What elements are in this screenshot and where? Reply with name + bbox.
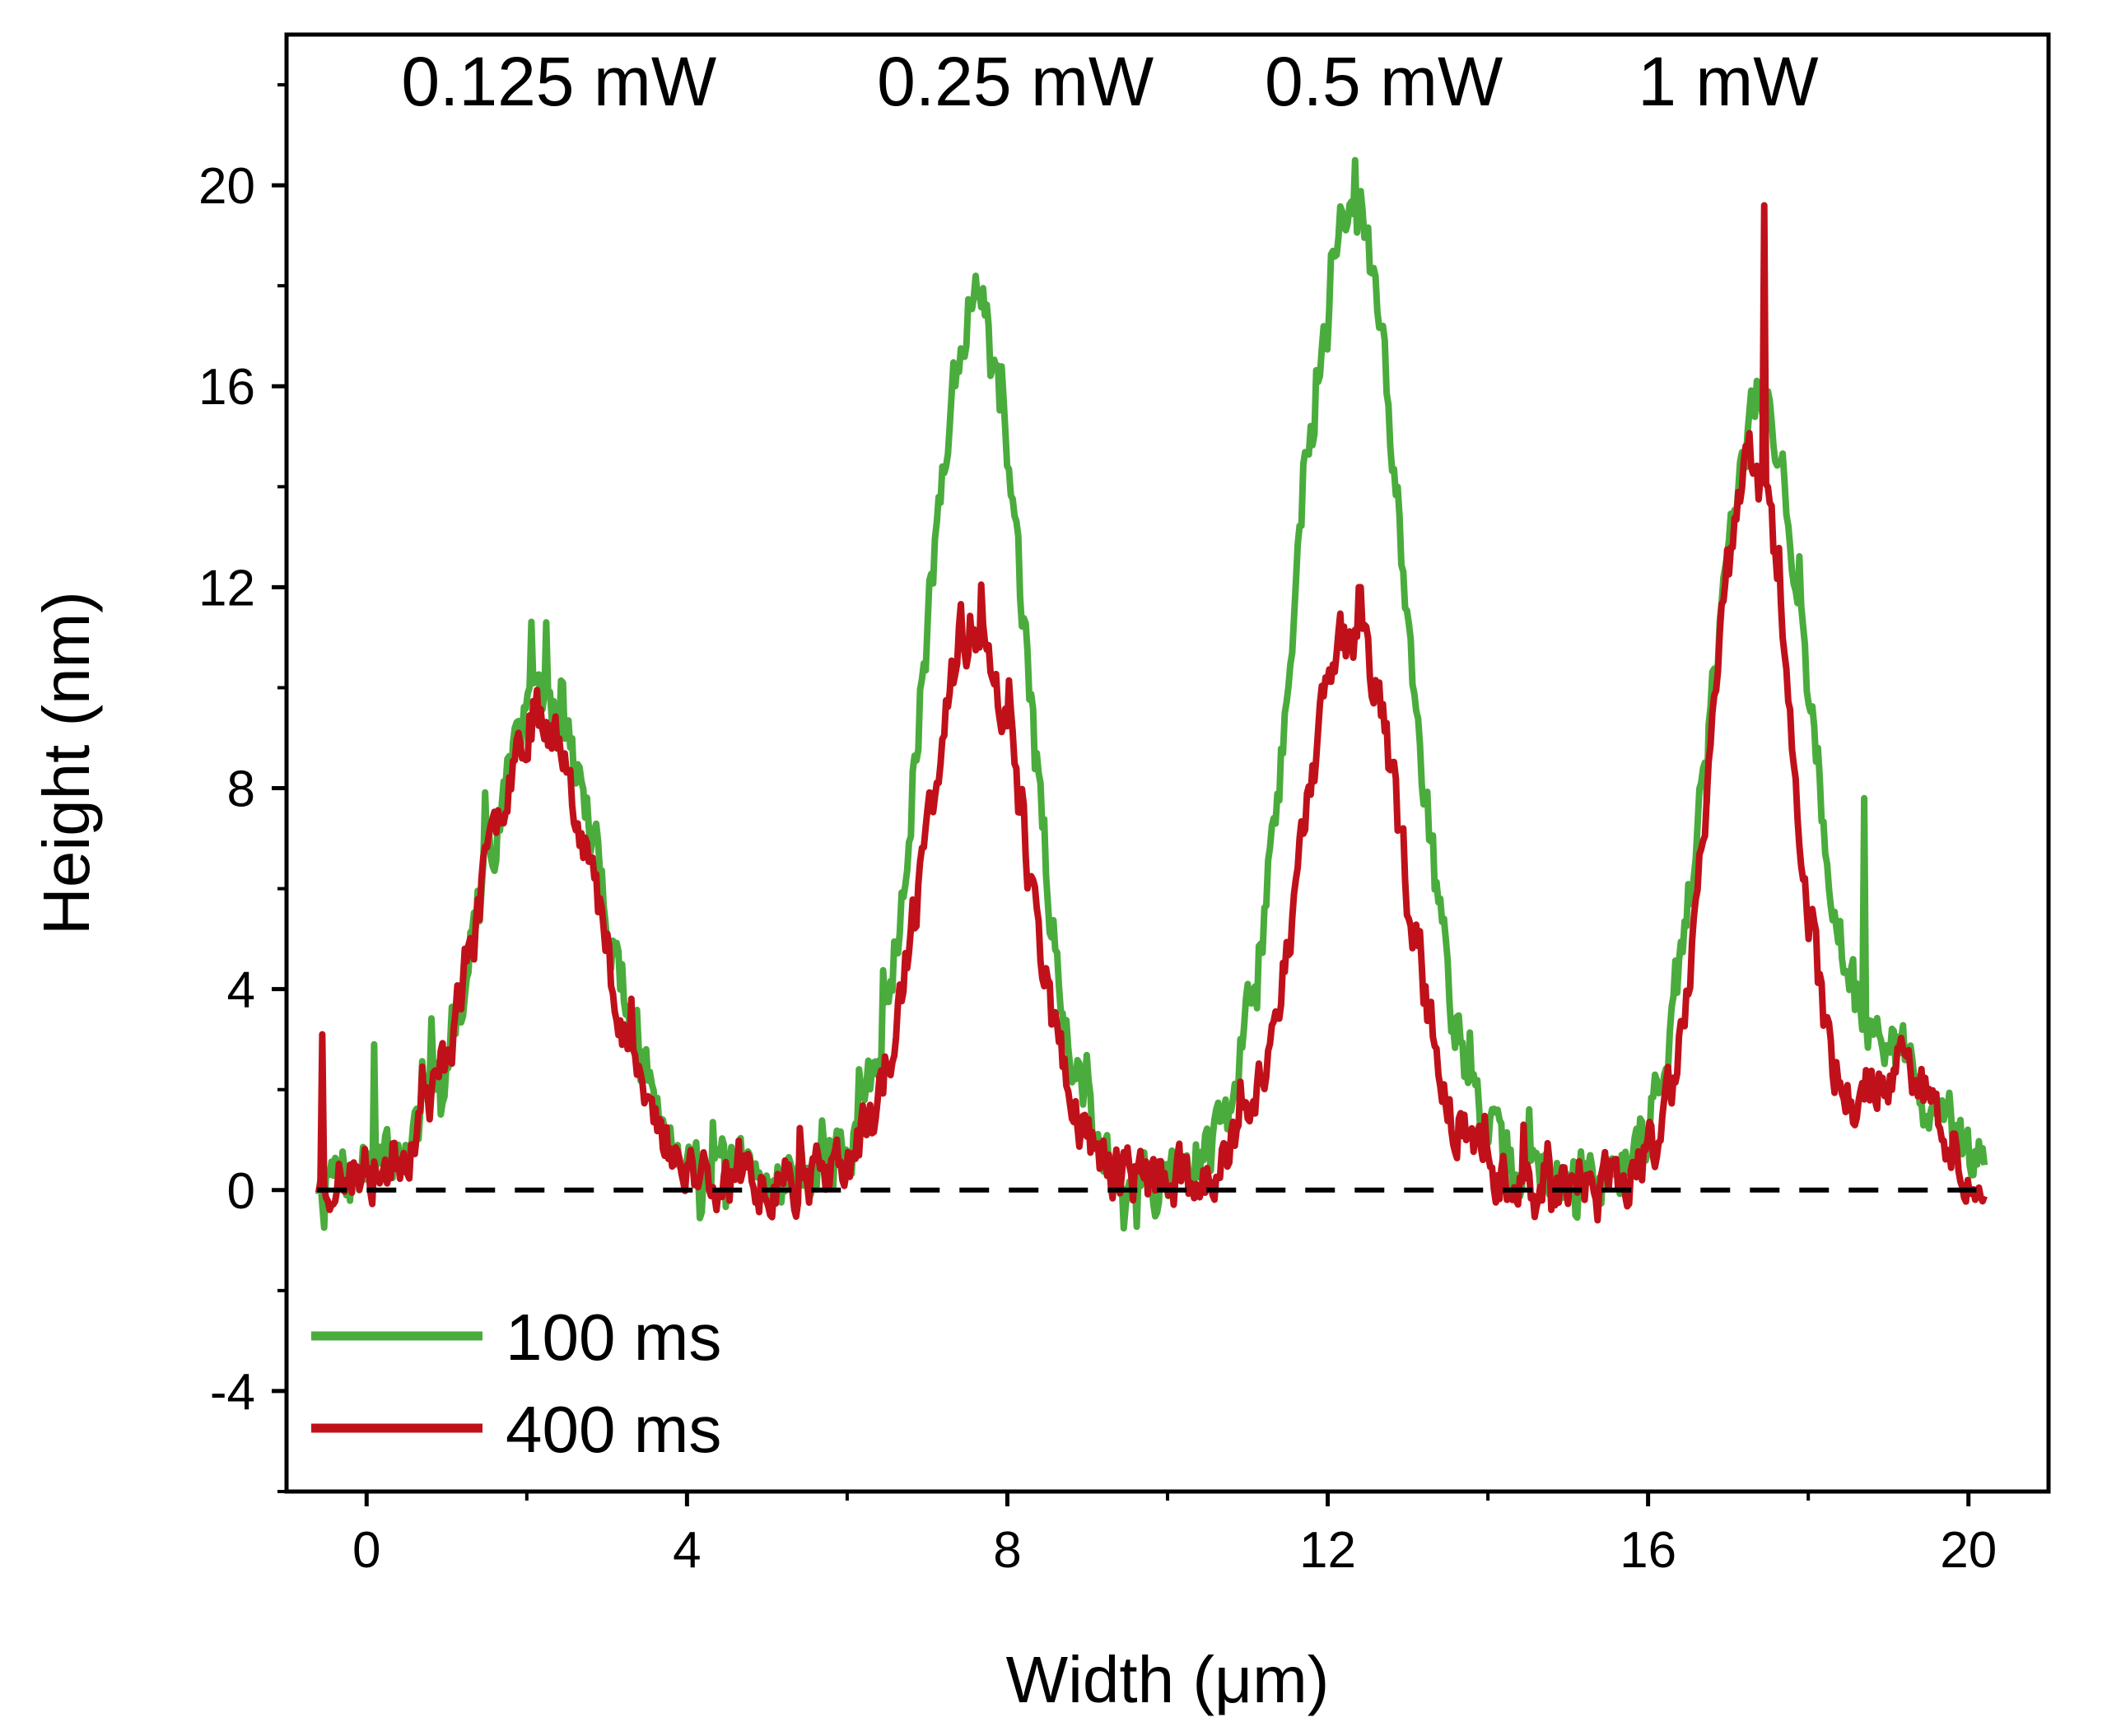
annotations: 0.125 mW 0.25 mW 0.5 mW 1 mW bbox=[401, 43, 1818, 120]
ticks-layer: 0 4 8 12 16 20 -4 0 4 8 12 16 20 bbox=[198, 83, 1997, 1579]
power-annotation: 0.125 mW bbox=[401, 43, 716, 120]
x-axis-title: Width (μm) bbox=[1006, 1643, 1330, 1716]
power-annotation: 0.25 mW bbox=[877, 43, 1154, 120]
y-tick-label: 8 bbox=[227, 761, 255, 818]
y-axis-title: Height (nm) bbox=[30, 591, 103, 935]
x-tick-label: 0 bbox=[352, 1522, 380, 1579]
y-tick-label: 12 bbox=[198, 560, 255, 617]
legend-label: 100 ms bbox=[506, 1301, 721, 1374]
y-tick-label: 0 bbox=[227, 1163, 255, 1220]
y-tick-label: -4 bbox=[210, 1364, 255, 1421]
y-tick-label: 20 bbox=[198, 158, 255, 215]
y-tick-label: 16 bbox=[198, 359, 255, 416]
series-layer bbox=[315, 156, 1988, 1232]
power-annotation: 1 mW bbox=[1638, 43, 1818, 120]
plot-frame bbox=[284, 32, 2051, 1494]
x-tick-label: 16 bbox=[1620, 1522, 1676, 1579]
y-tick-label: 4 bbox=[227, 962, 255, 1019]
x-tick-label: 20 bbox=[1940, 1522, 1997, 1579]
series-line-400ms bbox=[315, 202, 1988, 1224]
x-tick-label: 4 bbox=[673, 1522, 701, 1579]
power-annotation: 0.5 mW bbox=[1265, 43, 1503, 120]
x-tick-label: 12 bbox=[1299, 1522, 1356, 1579]
legend: 100 ms 400 ms bbox=[311, 1301, 721, 1466]
x-tick-label: 8 bbox=[993, 1522, 1021, 1579]
legend-label: 400 ms bbox=[506, 1393, 721, 1466]
series-line-100ms bbox=[315, 156, 1988, 1232]
